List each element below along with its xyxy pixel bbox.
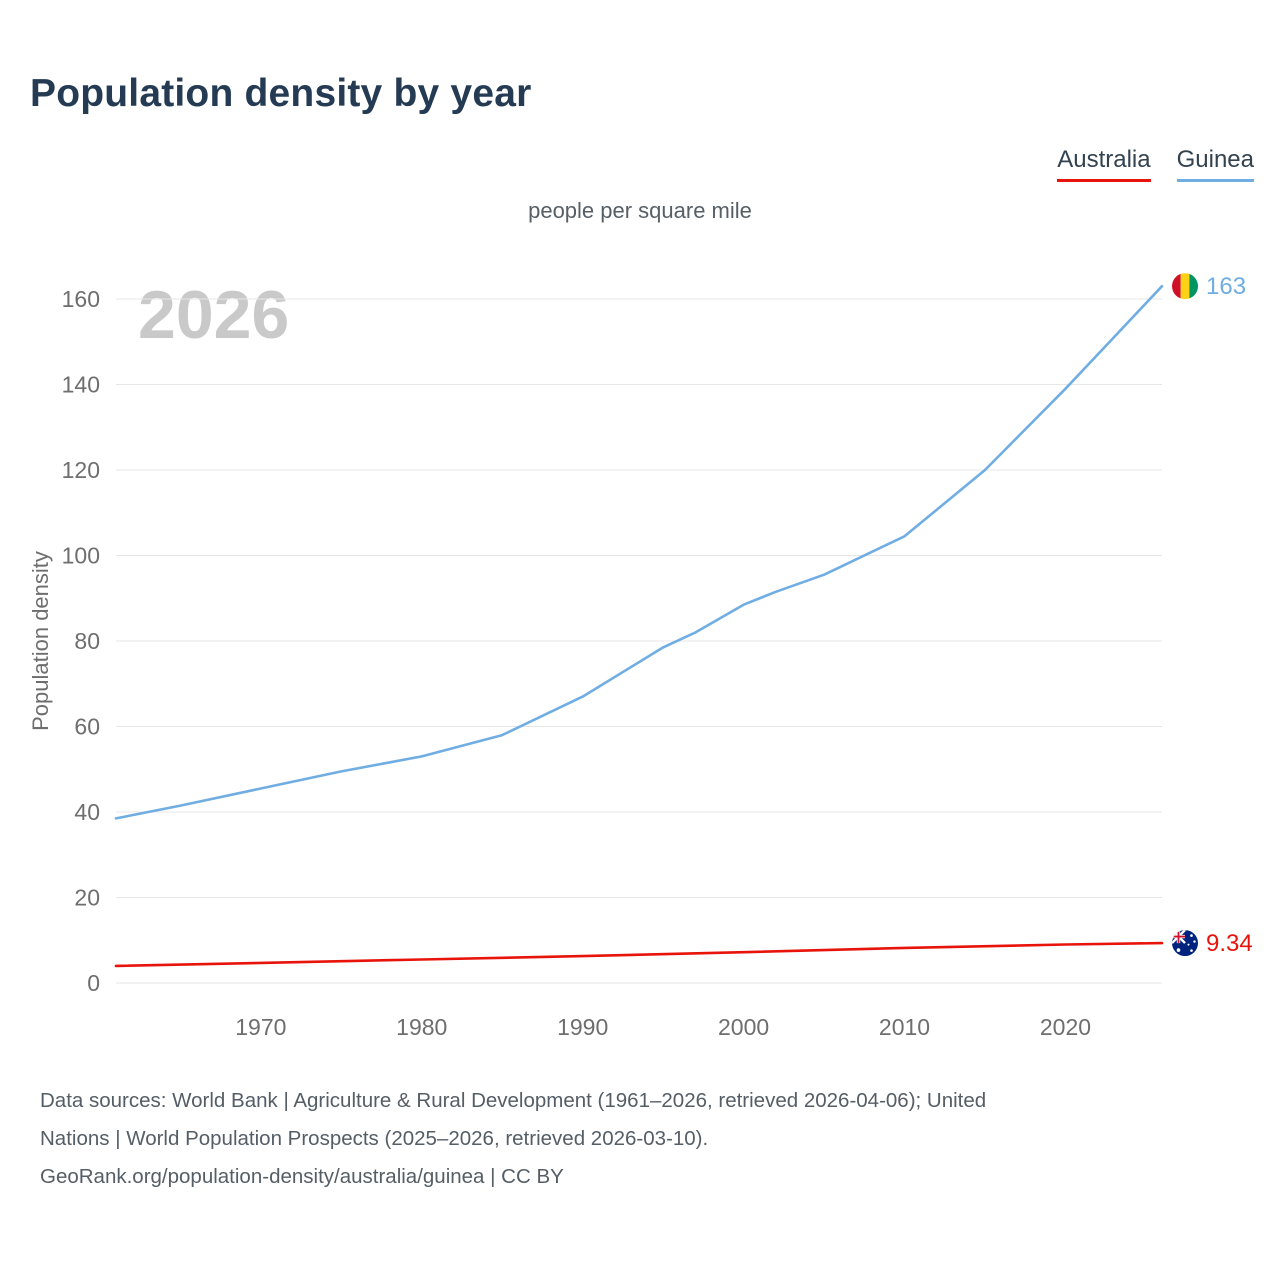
page-title: Population density by year — [30, 72, 532, 115]
y-tick-label: 0 — [87, 970, 100, 996]
x-tick-label: 2000 — [718, 1014, 769, 1040]
australia-end-value-label: 9.34 — [1206, 930, 1253, 957]
line-chart: 2026 0 20 40 60 80 100 120 140 160 1970 1980 1990 200… — [28, 273, 1253, 1040]
x-tick-label: 1980 — [396, 1014, 447, 1040]
y-tick-label: 40 — [74, 799, 100, 825]
legend-item-australia[interactable]: Australia — [1057, 146, 1151, 182]
legend-item-guinea[interactable]: Guinea — [1176, 146, 1254, 182]
australia-line[interactable] — [114, 941, 1164, 968]
x-tick-label: 1970 — [235, 1014, 286, 1040]
footer-line-3[interactable]: GeoRank.org/population-density/australia… — [40, 1165, 564, 1188]
y-tick-label: 60 — [74, 714, 100, 740]
x-tick-label: 2010 — [879, 1014, 930, 1040]
footer-line-1: Data sources: World Bank | Agriculture &… — [40, 1089, 987, 1112]
guinea-end-value-label: 163 — [1206, 273, 1246, 300]
guinea-line[interactable] — [114, 284, 1164, 820]
legend: Australia Guinea — [1057, 146, 1254, 182]
y-tick-label: 80 — [74, 628, 100, 654]
y-tick-label: 100 — [62, 543, 100, 569]
footer-line-2: Nations | World Population Prospects (20… — [40, 1127, 709, 1150]
australia-flag-icon — [1172, 930, 1198, 957]
x-tick-label: 2020 — [1040, 1014, 1091, 1040]
y-tick-label: 120 — [62, 457, 100, 483]
y-axis-label: Population density — [28, 551, 53, 731]
guinea-flag-icon — [1172, 273, 1198, 300]
x-tick-label: 1990 — [557, 1014, 608, 1040]
y-tick-label: 160 — [62, 286, 100, 312]
data-sources-note: Data sources: World Bank | Agriculture &… — [40, 1082, 986, 1196]
watermark-year: 2026 — [138, 277, 289, 353]
y-tick-label: 140 — [62, 372, 100, 398]
chart-subtitle: people per square mile — [528, 198, 752, 223]
y-tick-label: 20 — [74, 885, 100, 911]
